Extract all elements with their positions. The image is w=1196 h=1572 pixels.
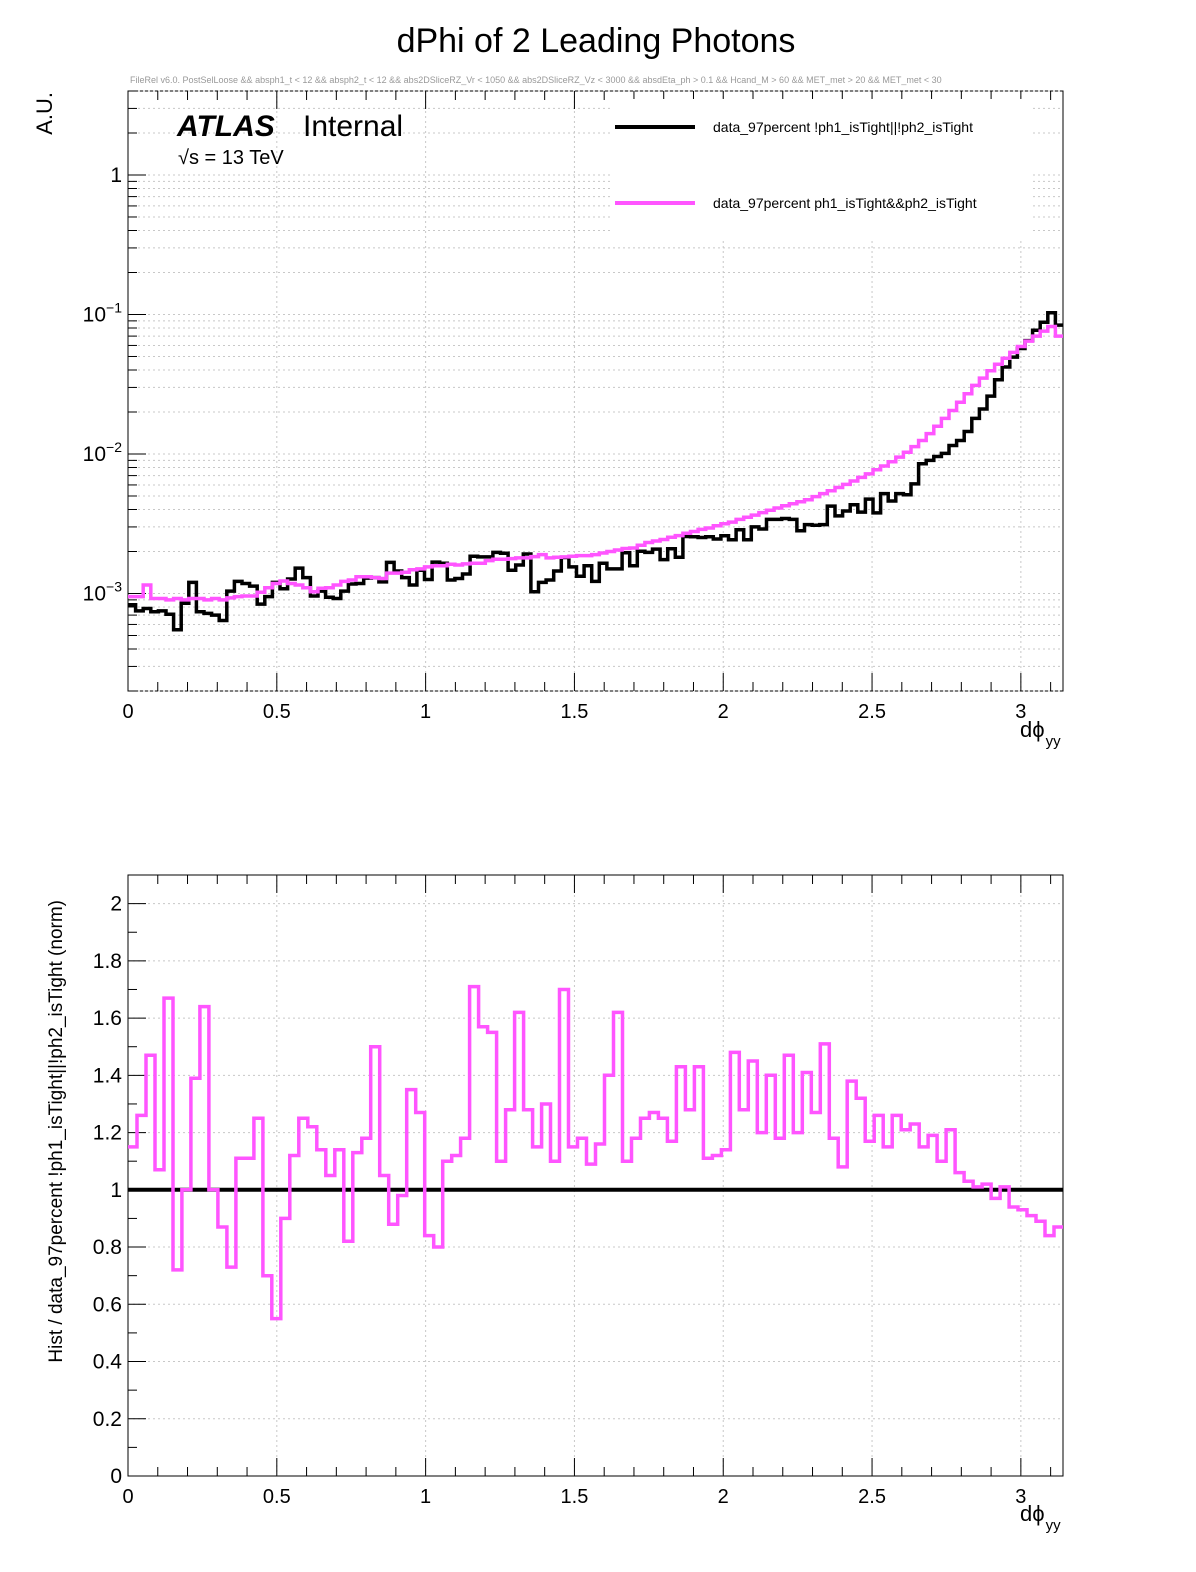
top-y-tick-label: 10−3 [83, 578, 123, 605]
top-y-tick-label: 10−2 [83, 439, 123, 466]
bottom-y-tick-label: 0.6 [93, 1293, 122, 1316]
legend-box [612, 99, 1032, 240]
top-x-axis-label: dϕyy [1020, 717, 1061, 750]
bottom-y-tick-label: 1.6 [93, 1007, 122, 1030]
bottom-y-tick-label: 0 [110, 1465, 122, 1488]
top-grid [128, 90, 1063, 692]
atlas-status: Internal [303, 110, 403, 143]
legend-label-1: data_97percent ph1_isTight&&ph2_isTight [713, 195, 977, 211]
legend: data_97percent !ph1_isTight||!ph2_isTigh… [612, 99, 1032, 240]
bottom-x-tick-label: 2 [718, 1486, 729, 1508]
bottom-x-tick-label: 0.5 [263, 1486, 291, 1508]
legend-label-0: data_97percent !ph1_isTight||!ph2_isTigh… [713, 119, 973, 135]
bottom-x-tick-label: 2.5 [858, 1486, 886, 1508]
bottom-x-tick-label: 3 [1015, 1486, 1026, 1508]
atlas-label: ATLAS [176, 110, 275, 143]
top-y-tick-label: 1 [110, 164, 122, 187]
top-frame [127, 90, 1064, 692]
bottom-y-tick-label: 1.2 [93, 1122, 122, 1145]
bottom-y-tick-label: 2 [110, 893, 122, 916]
top-y-tick-label: 10−1 [83, 299, 123, 326]
top-x-tick-label: 3 [1015, 701, 1026, 723]
top-x-tick-label: 1.5 [561, 701, 589, 723]
top-series-group [128, 310, 1063, 632]
bottom-x-tick-label: 0 [122, 1486, 133, 1508]
top-x-tick-label: 0.5 [263, 701, 291, 723]
top-y-axis-label: A.U. [32, 92, 57, 135]
chart-title: dPhi of 2 Leading Photons [397, 22, 796, 60]
bottom-x-axis-label-sub: yy [1046, 1517, 1062, 1534]
bottom-x-axis-label: dϕyy [1020, 1501, 1061, 1534]
bottom-grid [128, 875, 1063, 1476]
bottom-tick-group: 0 0.5 1 1.5 2 2.5 3 0 0.2 0.4 0.6 0.8 1 1.2 1.4 1.6 1.8 2 [93, 875, 1052, 1508]
top-tick-group: 0 0.5 1 1.5 2 2.5 3 10−3 10−2 10−1 1 [83, 90, 1052, 723]
bottom-y-tick-label: 1.8 [93, 950, 122, 973]
energy-label: √s = 13 TeV [178, 147, 284, 169]
bottom-panel: 0 0.5 1 1.5 2 2.5 3 0 0.2 0.4 0.6 0.8 1 1.2 1.4 1.6 1.8 2… [46, 874, 1064, 1534]
top-x-tick-label: 2.5 [858, 701, 886, 723]
top-x-tick-label: 2 [718, 701, 729, 723]
bottom-frame [127, 874, 1064, 1477]
bottom-y-tick-label: 0.8 [93, 1236, 122, 1259]
top-x-axis-label-sub: yy [1046, 733, 1062, 750]
bottom-x-tick-label: 1 [420, 1486, 431, 1508]
top-panel: 0 0.5 1 1.5 2 2.5 3 10−3 10−2 10−1 1 A.U. dϕyy ATL… [32, 90, 1064, 750]
top-x-tick-label: 0 [122, 701, 133, 723]
top-x-tick-label: 1 [420, 701, 431, 723]
top-x-axis-label-main: dϕ [1020, 717, 1045, 742]
chart-subtitle: FileRel v6.0. PostSelLoose && absph1_t <… [130, 75, 942, 85]
bottom-y-tick-label: 0.4 [93, 1351, 123, 1374]
bottom-x-tick-label: 1.5 [561, 1486, 589, 1508]
bottom-y-tick-label: 0.2 [93, 1408, 122, 1431]
bottom-y-tick-label: 1 [110, 1179, 122, 1202]
bottom-series-group [128, 984, 1063, 1321]
top-series-line-0 [128, 310, 1063, 632]
bottom-x-axis-label-main: dϕ [1020, 1501, 1045, 1526]
bottom-ratio-line-0 [128, 984, 1063, 1321]
top-series-line-1 [128, 324, 1063, 602]
bottom-y-tick-label: 1.4 [93, 1064, 123, 1087]
bottom-y-axis-label: Hist / data_97percent !ph1_isTight||!ph2… [46, 900, 67, 1363]
